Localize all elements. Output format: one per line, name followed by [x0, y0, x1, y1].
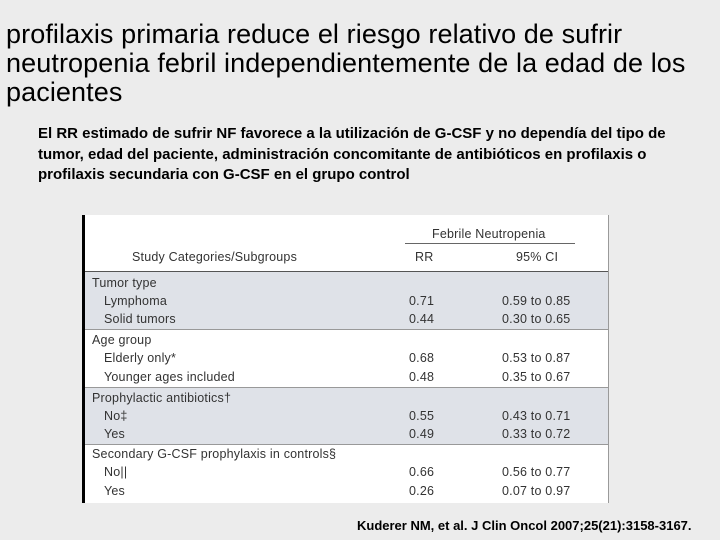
row-ci: 0.53 to 0.87 — [502, 351, 571, 365]
group-band-tumor-type — [85, 272, 608, 329]
group-divider — [85, 387, 608, 388]
group-title: Secondary G-CSF prophylaxis in controls§ — [92, 447, 337, 461]
group-divider — [85, 329, 608, 330]
figure-right-edge — [608, 215, 609, 503]
row-ci: 0.59 to 0.85 — [502, 294, 571, 308]
row-rr: 0.68 — [409, 351, 435, 365]
row-rr: 0.71 — [409, 294, 435, 308]
column-header-subgroups: Study Categories/Subgroups — [132, 250, 298, 264]
row-label: Lymphoma — [104, 294, 167, 308]
row-ci: 0.35 to 0.67 — [502, 370, 571, 384]
group-title: Age group — [92, 333, 152, 347]
row-label: Solid tumors — [104, 312, 176, 326]
row-label: No‡ — [104, 409, 128, 423]
results-table-figure: Febrile Neutropenia Study Categories/Sub… — [82, 215, 609, 503]
column-header-ci: 95% CI — [516, 250, 559, 264]
row-rr: 0.44 — [409, 312, 435, 326]
row-label: Yes — [104, 427, 125, 441]
group-band-prophylactic-antibiotics — [85, 388, 608, 444]
row-rr: 0.48 — [409, 370, 435, 384]
row-ci: 0.43 to 0.71 — [502, 409, 571, 423]
header-divider — [85, 271, 608, 272]
group-title: Tumor type — [92, 276, 157, 290]
row-rr: 0.26 — [409, 484, 435, 498]
row-ci: 0.30 to 0.65 — [502, 312, 571, 326]
citation: Kuderer NM, et al. J Clin Oncol 2007;25(… — [357, 518, 692, 533]
row-ci: 0.33 to 0.72 — [502, 427, 571, 441]
slide-title: profilaxis primaria reduce el riesgo rel… — [6, 19, 686, 107]
column-header-rr: RR — [415, 250, 434, 264]
row-ci: 0.07 to 0.97 — [502, 484, 571, 498]
row-rr: 0.55 — [409, 409, 435, 423]
row-label: Younger ages included — [104, 370, 235, 384]
row-label: Yes — [104, 484, 125, 498]
group-title: Prophylactic antibiotics† — [92, 391, 232, 405]
row-rr: 0.49 — [409, 427, 435, 441]
row-label: Elderly only* — [104, 351, 177, 365]
row-rr: 0.66 — [409, 465, 435, 479]
row-label: No|| — [104, 465, 128, 479]
group-header-febrile-neutropenia: Febrile Neutropenia — [432, 227, 546, 241]
group-divider — [85, 444, 608, 445]
slide-subtitle: El RR estimado de sufrir NF favorece a l… — [38, 125, 666, 183]
figure-left-rule — [82, 215, 85, 503]
row-ci: 0.56 to 0.77 — [502, 465, 571, 479]
group-header-rule — [405, 243, 575, 244]
